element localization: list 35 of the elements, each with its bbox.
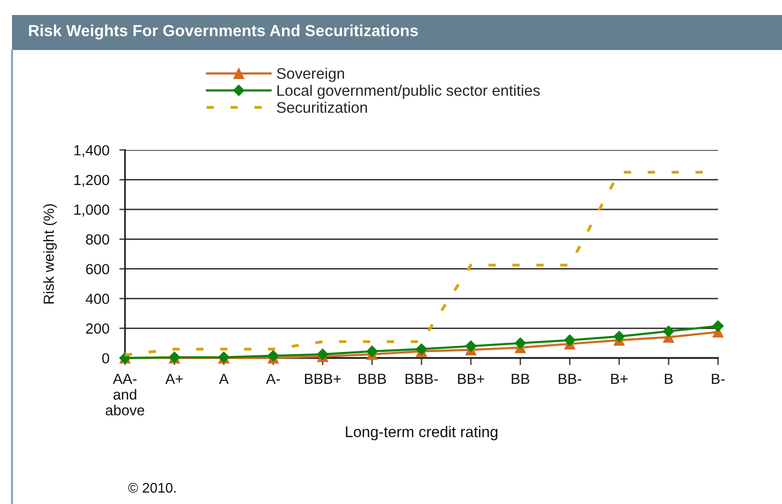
x-tick-label: AA- and above [106, 374, 144, 416]
x-tick-label: A [219, 374, 229, 384]
y-tick-label: 800 [86, 234, 110, 245]
y-tick-label: 600 [86, 264, 110, 274]
point [465, 340, 477, 352]
legend-label: Sovereign [276, 68, 344, 82]
x-tick-label: BBB+ [305, 374, 341, 384]
x-tick-label: B+ [611, 374, 628, 384]
point [366, 346, 378, 358]
x-axis-title: Long-term credit rating [346, 426, 498, 440]
x-tick-label: B- [712, 374, 725, 384]
y-axis-title: Risk weight (%) [43, 204, 57, 304]
x-tick-label: A- [266, 374, 280, 384]
text: © 2010. [128, 482, 176, 493]
legend-label: Securitization [276, 102, 367, 113]
x-tick-label: BB+ [458, 374, 484, 384]
chart-title: Risk Weights For Governments And Securitizations [29, 24, 418, 40]
y-tick-label: 1,000 [74, 204, 110, 217]
point [712, 320, 724, 332]
y-tick-label: 1,200 [74, 174, 110, 187]
point [514, 337, 526, 349]
x-tick-label: BB- [558, 374, 582, 384]
y-tick-label: 400 [86, 294, 110, 304]
y-tick-label: 200 [86, 323, 110, 334]
x-tick-label: BBB [358, 374, 386, 384]
legend-label: Local government/public sector entities [277, 84, 540, 99]
x-tick-label: BBB- [406, 374, 438, 384]
x-tick-label: A+ [165, 374, 183, 384]
point [662, 326, 674, 338]
point [613, 330, 625, 342]
x-tick-label: B [664, 374, 673, 384]
x-tick-label: BB [512, 374, 530, 384]
y-tick-label: 1,400 [74, 145, 110, 158]
point [564, 334, 576, 346]
y-tick-label: 0 [102, 353, 110, 364]
